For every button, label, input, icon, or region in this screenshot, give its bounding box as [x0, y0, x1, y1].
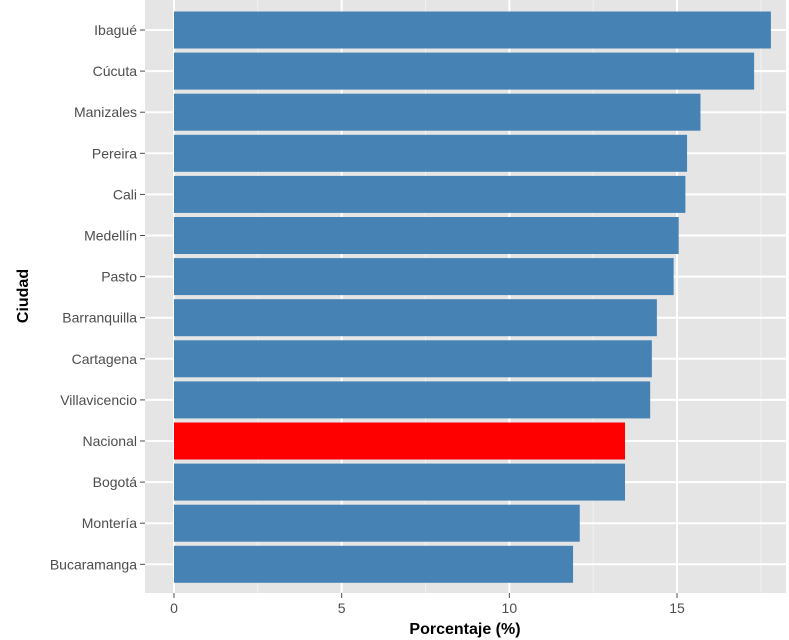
bar-6	[174, 217, 679, 254]
bar-7	[174, 258, 674, 296]
bar-14	[174, 545, 574, 583]
y-tick-label: Cúcuta	[93, 63, 138, 79]
bar-2	[174, 52, 755, 90]
y-tick-label: Pereira	[92, 145, 137, 161]
y-tick-label: Cali	[113, 186, 137, 202]
y-tick-label: Nacional	[83, 433, 137, 449]
bar-12	[174, 463, 626, 501]
y-tick-label: Bogotá	[93, 474, 138, 490]
bar-1	[174, 11, 771, 49]
bar-3	[174, 93, 701, 131]
x-tick-label: 0	[170, 600, 178, 616]
y-tick-label: Cartagena	[72, 351, 138, 367]
x-axis-title: Porcentaje (%)	[409, 621, 520, 638]
y-axis-title: Ciudad	[15, 269, 32, 323]
x-tick-label: 10	[502, 600, 518, 616]
y-tick-label: Bucaramanga	[50, 556, 137, 572]
bar-13	[174, 504, 580, 542]
x-tick-label: 5	[338, 600, 346, 616]
bar-11	[174, 422, 626, 460]
bar-10	[174, 381, 651, 419]
bar-9	[174, 340, 652, 378]
bar-8	[174, 299, 657, 337]
bar-4	[174, 134, 688, 172]
y-tick-label: Manizales	[74, 104, 137, 120]
y-tick-label: Barranquilla	[62, 310, 137, 326]
x-axis: 0 5 10 15	[170, 593, 685, 616]
y-tick-label: Medellín	[84, 228, 137, 244]
bar-5	[174, 175, 686, 213]
x-tick-label: 15	[669, 600, 685, 616]
bars	[174, 11, 771, 583]
y-tick-label: Ibagué	[94, 22, 137, 38]
y-tick-label: Villavicencio	[60, 392, 137, 408]
y-tick-label: Pasto	[101, 269, 137, 285]
y-axis: Ibagué Cúcuta Manizales Pereira Cali Medellín…	[50, 22, 145, 572]
y-tick-label: Montería	[82, 515, 137, 531]
